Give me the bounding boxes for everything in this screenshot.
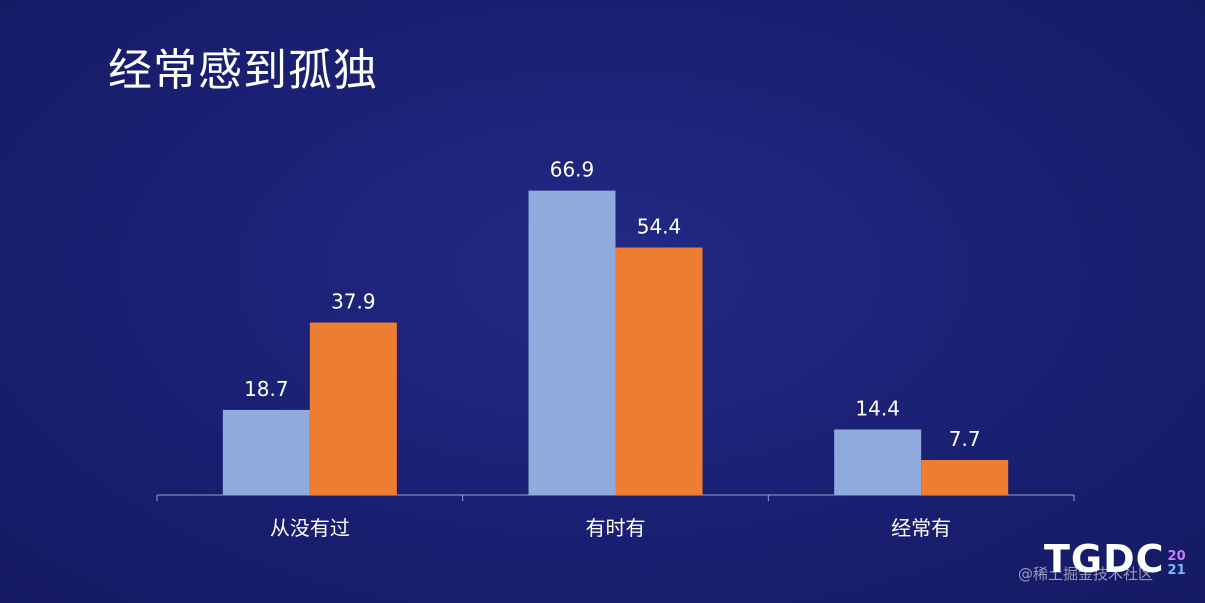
logo-letters: TGDC bbox=[1044, 537, 1165, 581]
bar-series-1-3 bbox=[834, 429, 922, 495]
data-label: 14.4 bbox=[855, 396, 900, 420]
bar-series-1-2 bbox=[528, 190, 616, 496]
data-label: 18.7 bbox=[244, 377, 289, 401]
bar-series-2-2 bbox=[615, 247, 703, 495]
page-title: 经常感到孤独 bbox=[108, 45, 378, 96]
logo-year-bottom: 21 bbox=[1167, 563, 1186, 578]
watermark: @稀土掘金技术社区 bbox=[1018, 565, 1154, 583]
bar-series-1-1 bbox=[222, 409, 310, 495]
data-label: 66.9 bbox=[550, 158, 595, 182]
category-label: 从没有过 bbox=[270, 516, 350, 540]
category-label: 经常有 bbox=[891, 516, 951, 540]
data-label: 7.7 bbox=[949, 427, 981, 451]
data-label: 37.9 bbox=[331, 290, 376, 314]
logo-year: 20 21 bbox=[1168, 550, 1186, 578]
logo-year-top: 20 bbox=[1167, 549, 1186, 564]
category-label: 有时有 bbox=[586, 516, 646, 540]
tgdc-logo: TGDC 20 21 bbox=[1044, 540, 1186, 578]
data-label: 54.4 bbox=[637, 214, 682, 238]
bar-series-2-1 bbox=[309, 322, 397, 495]
bar-series-2-3 bbox=[921, 459, 1009, 495]
